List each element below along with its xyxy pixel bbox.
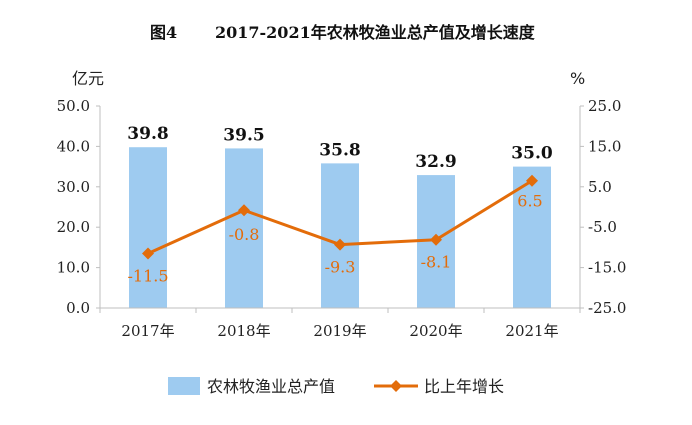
bar — [321, 163, 359, 308]
y-right-tick-label: 5.0 — [588, 178, 612, 196]
x-tick-label: 2019年 — [313, 322, 366, 340]
line-point — [238, 204, 250, 217]
bar-data-label: 39.5 — [223, 125, 264, 145]
legend-line-label: 比上年增长 — [424, 377, 504, 396]
y-right-tick-label: 15.0 — [588, 137, 621, 155]
y-left-tick-label: 10.0 — [57, 259, 90, 277]
x-tick-label: 2021年 — [505, 322, 558, 340]
y-left-tick-label: 30.0 — [57, 178, 90, 196]
right-axis-unit: % — [570, 69, 585, 88]
line-point — [430, 233, 442, 246]
x-tick-label: 2020年 — [409, 322, 462, 340]
bar-data-label: 35.8 — [319, 140, 360, 160]
legend-bar-label: 农林牧渔业总产值 — [207, 377, 335, 396]
left-axis-unit: 亿元 — [72, 69, 104, 88]
legend-bar-swatch — [168, 377, 200, 395]
y-left-tick-label: 50.0 — [57, 97, 90, 115]
bar — [129, 147, 167, 308]
line-point — [526, 174, 538, 187]
bar-data-label: 39.8 — [127, 124, 168, 144]
x-tick-label: 2018年 — [217, 322, 270, 340]
line-data-label: -8.1 — [421, 253, 452, 272]
bar-data-label: 35.0 — [511, 144, 553, 164]
y-right-tick-label: -25.0 — [588, 299, 626, 317]
y-right-tick-label: 25.0 — [588, 97, 621, 115]
bar-data-label: 32.9 — [415, 152, 456, 172]
bar — [225, 148, 263, 308]
chart-title: 2017-2021年农林牧渔业总产值及增长速度 — [215, 23, 536, 42]
line-data-label: 6.5 — [517, 192, 542, 211]
line-data-label: -9.3 — [325, 258, 356, 277]
plot-area: 0.0 10.0 20.0 30.0 40.0 50.0 -25.0 -15.0 -5.0 5.0… — [57, 97, 627, 340]
y-left-tick-label: 20.0 — [57, 218, 90, 236]
line-point — [334, 238, 346, 251]
line-point — [142, 247, 154, 260]
line-data-label: -0.8 — [229, 225, 260, 244]
chart-title-prefix: 图4 — [150, 23, 177, 42]
y-right-tick-label: -5.0 — [588, 218, 617, 236]
y-right-tick-label: -15.0 — [588, 259, 626, 277]
y-left-tick-label: 0.0 — [66, 299, 90, 317]
y-left-tick-label: 40.0 — [57, 137, 90, 155]
x-tick-label: 2017年 — [121, 322, 174, 340]
legend-line-marker — [390, 380, 402, 392]
line-data-label: -11.5 — [127, 266, 168, 285]
legend: 农林牧渔业总产值 比上年增长 — [168, 377, 504, 396]
